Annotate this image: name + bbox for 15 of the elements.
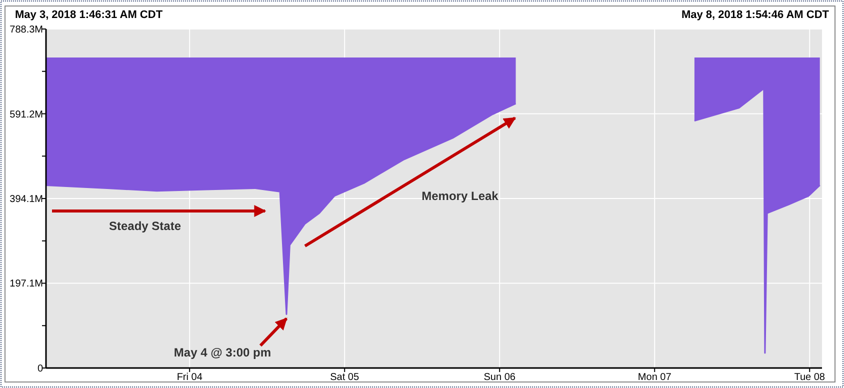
x-tick-label: Fri 04 bbox=[176, 372, 203, 383]
text: May 8, 2018 1:54:46 AM CDT bbox=[681, 9, 830, 21]
y-tick-label: 394.1M bbox=[10, 194, 43, 206]
x-tick-label: Sat 05 bbox=[330, 372, 360, 383]
x-tick-label: Tue 08 bbox=[794, 372, 826, 383]
x-tick-label: Mon 07 bbox=[638, 372, 672, 383]
text: May 3, 2018 1:46:31 AM CDT bbox=[15, 9, 163, 21]
x-tick-label: Sun 06 bbox=[484, 372, 516, 383]
annotation: Memory Leak bbox=[422, 189, 499, 203]
y-tick-label: 197.1M bbox=[10, 278, 43, 290]
annotation: May 4 @ 3:00 pm bbox=[174, 346, 272, 360]
y-tick-label: 0 bbox=[37, 364, 44, 374]
annotation: Steady State bbox=[108, 219, 182, 233]
y-tick-label: 788.3M bbox=[10, 24, 43, 36]
y-tick-label: 591.2M bbox=[10, 109, 43, 120]
